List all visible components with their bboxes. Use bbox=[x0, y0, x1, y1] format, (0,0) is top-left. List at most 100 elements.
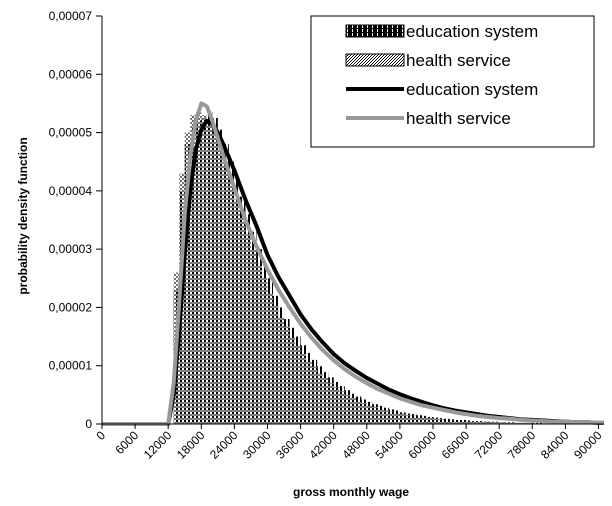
histogram-bar-dots bbox=[273, 304, 279, 424]
x-tick-label: 30000 bbox=[240, 428, 274, 462]
histogram-bar-dots bbox=[206, 120, 213, 424]
density-curve-gray bbox=[102, 101, 604, 426]
legend-swatch-vertical-lines bbox=[345, 24, 405, 38]
histogram-bar-dots bbox=[394, 412, 400, 424]
y-tick-label: 0,00003 bbox=[49, 242, 93, 256]
y-tick-label: 0,00004 bbox=[49, 184, 93, 198]
histogram-bar-dots bbox=[295, 345, 301, 424]
x-tick-label: 66000 bbox=[439, 428, 473, 462]
histogram-bar-dots bbox=[521, 422, 527, 424]
y-tick-label: 0,00007 bbox=[49, 9, 93, 23]
histogram-bar-dots bbox=[306, 360, 312, 424]
x-tick-label: 60000 bbox=[406, 428, 440, 462]
histogram-bar-dots bbox=[421, 417, 428, 424]
x-tick-label: 54000 bbox=[373, 428, 407, 462]
y-tick-label: 0 bbox=[85, 417, 92, 431]
legend: education system health service education … bbox=[310, 15, 595, 148]
y-tick-label: 0,00006 bbox=[49, 67, 93, 81]
histogram-bar-dots bbox=[399, 414, 406, 424]
histogram-bar-dots bbox=[322, 377, 329, 424]
histogram-bar-dots bbox=[482, 421, 489, 424]
histogram-bar-dots bbox=[284, 326, 290, 424]
histogram-bar-dots bbox=[466, 421, 472, 424]
histogram-bar-dots bbox=[234, 199, 240, 424]
histogram-bar-dots bbox=[405, 415, 411, 424]
histogram-bar-dots bbox=[526, 422, 533, 424]
histogram-bar-dots bbox=[493, 422, 500, 424]
histogram-bar-dots bbox=[344, 394, 351, 424]
x-tick-label: 48000 bbox=[339, 428, 373, 462]
histogram-bar-dots bbox=[228, 182, 235, 424]
histogram-bar-dots bbox=[328, 383, 334, 424]
density-lines bbox=[102, 101, 604, 426]
histogram-bar-dots bbox=[477, 421, 483, 424]
histogram-bar-dots bbox=[449, 419, 456, 424]
legend-frame bbox=[310, 15, 595, 148]
histogram-bar-dots bbox=[333, 387, 340, 424]
x-tick-label: 12000 bbox=[141, 428, 175, 462]
histogram-bar-dots bbox=[339, 391, 345, 424]
histogram-bar-dots bbox=[239, 217, 246, 424]
legend-label: education system bbox=[406, 80, 538, 99]
histogram-bar-vertical-lines bbox=[537, 422, 544, 424]
histogram-bar-dots bbox=[427, 418, 433, 424]
histogram-bar-dots bbox=[201, 115, 207, 424]
histogram-bar-dots bbox=[217, 147, 224, 424]
histogram-bar-dots bbox=[388, 411, 395, 424]
histogram-bar-dots bbox=[410, 415, 417, 424]
legend-label: health service bbox=[406, 51, 511, 70]
histogram-bar-dots bbox=[438, 419, 445, 424]
axes bbox=[96, 15, 604, 429]
histogram-bar-dots bbox=[355, 400, 362, 424]
x-axis-title: gross monthly wage bbox=[293, 485, 409, 499]
histogram-bar-dots bbox=[317, 372, 323, 424]
histogram-bar-vertical-lines bbox=[532, 422, 538, 424]
histogram-bar-dots bbox=[510, 422, 516, 424]
histogram-bar-dots bbox=[504, 422, 511, 424]
x-tick-label: 6000 bbox=[112, 428, 141, 457]
histogram-bar-dots bbox=[488, 422, 494, 424]
x-tick-label: 90000 bbox=[571, 428, 605, 462]
histogram-bar-dots bbox=[455, 420, 461, 424]
x-tick-label: 78000 bbox=[505, 428, 539, 462]
histogram-bar-dots bbox=[377, 408, 384, 424]
x-tick-label: 72000 bbox=[472, 428, 506, 462]
histogram-bar-dots bbox=[383, 410, 389, 424]
legend-label: health service bbox=[406, 109, 511, 128]
histogram-bar-dots bbox=[184, 132, 191, 424]
histogram-bar-dots bbox=[416, 417, 422, 424]
histogram-bar-dots bbox=[250, 249, 257, 424]
histogram-bar-dots bbox=[289, 336, 296, 424]
histogram-bar-dots bbox=[372, 407, 378, 424]
x-tick-label: 42000 bbox=[306, 428, 340, 462]
histogram-bar-dots bbox=[499, 422, 505, 424]
histogram-bar-dots bbox=[195, 112, 202, 425]
histogram-bar-dots bbox=[256, 263, 262, 424]
histogram-bar-dots bbox=[444, 419, 450, 424]
histogram-bar-dots bbox=[361, 403, 367, 424]
x-tick-label: 18000 bbox=[174, 428, 208, 462]
y-tick-label: 0,00001 bbox=[49, 359, 93, 373]
histogram-bar-dots bbox=[366, 405, 373, 424]
histogram-bar-dots bbox=[311, 366, 318, 424]
x-tick-label: 36000 bbox=[273, 428, 307, 462]
histogram-bars bbox=[173, 112, 604, 425]
histogram-bar-dots bbox=[223, 164, 229, 424]
y-axis-title: probability density function bbox=[16, 137, 30, 294]
y-tick-label: 0,00002 bbox=[49, 300, 93, 314]
x-tick-label: 84000 bbox=[538, 428, 572, 462]
histogram-bar-dots bbox=[261, 278, 268, 424]
x-tick-label: 0 bbox=[93, 428, 108, 443]
histogram-bar-dots bbox=[300, 353, 307, 424]
x-tick-label: 24000 bbox=[207, 428, 241, 462]
y-tick-label: 0,00005 bbox=[49, 126, 93, 140]
histogram-bar-dots bbox=[471, 421, 478, 424]
histogram-bar-dots bbox=[515, 422, 522, 424]
legend-swatch-dots bbox=[345, 53, 405, 67]
histogram-bar-dots bbox=[432, 418, 439, 424]
legend-label: education system bbox=[406, 22, 538, 41]
histogram-bar-dots bbox=[267, 292, 274, 424]
histogram-bar-dots bbox=[350, 397, 356, 424]
